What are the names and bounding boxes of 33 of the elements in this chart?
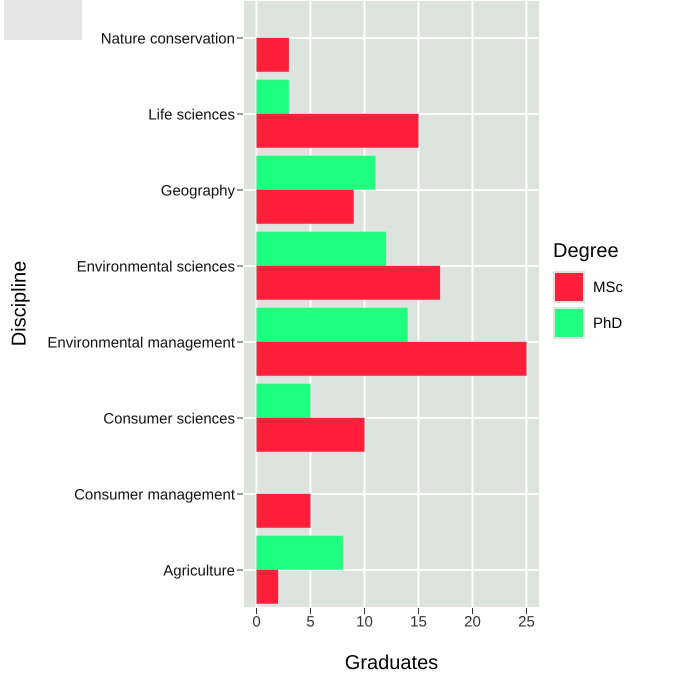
- legend-title: Degree: [553, 240, 620, 263]
- bar: [256, 38, 289, 72]
- bar: [256, 342, 526, 376]
- bar: [256, 536, 343, 570]
- x-tick-label: 0: [252, 614, 261, 631]
- bar: [256, 266, 440, 300]
- bar: [256, 308, 408, 342]
- bar: [256, 418, 364, 452]
- y-tick-label: Environmental management: [47, 334, 236, 352]
- x-tick-label: 20: [464, 614, 481, 631]
- x-tick-label: 25: [518, 614, 535, 631]
- y-tick-label: Consumer sciences: [103, 410, 235, 428]
- legend-label: MSc: [593, 278, 623, 296]
- bar: [256, 156, 376, 190]
- bar: [256, 570, 278, 604]
- y-tick-label: Consumer management: [74, 486, 236, 504]
- x-axis-title: Graduates: [344, 652, 440, 675]
- y-tick-label: Environmental sciences: [76, 258, 235, 276]
- bar: [256, 384, 310, 418]
- bar: [256, 114, 418, 148]
- x-tick-label: 5: [306, 614, 315, 631]
- y-tick-label: Nature conservation: [100, 30, 235, 48]
- bar: [256, 494, 310, 528]
- x-tick-label: 10: [356, 614, 373, 631]
- bar: [256, 80, 289, 114]
- y-tick-label: Geography: [160, 182, 236, 200]
- bar: [256, 232, 386, 266]
- y-axis-title: Discipline: [8, 260, 32, 348]
- y-tick-label: Agriculture: [163, 562, 235, 580]
- y-tick-label: Life sciences: [148, 106, 235, 124]
- x-tick-label: 15: [410, 614, 427, 631]
- bar: [256, 190, 354, 224]
- legend-label: PhD: [593, 314, 622, 332]
